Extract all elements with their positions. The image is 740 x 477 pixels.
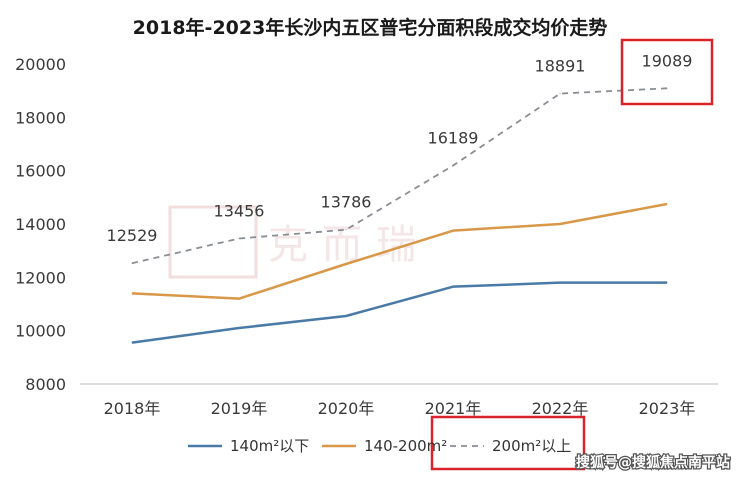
data-point: [345, 263, 347, 265]
y-tick-label: 16000: [15, 162, 66, 181]
data-point: [666, 203, 668, 205]
legend: 140m²以下 140-200m² 200m²以上: [188, 437, 571, 455]
legend-label: 200m²以上: [492, 437, 571, 455]
y-tick-label: 12000: [15, 268, 66, 287]
data-point: [238, 327, 240, 329]
data-point: [345, 315, 347, 317]
legend-label: 140m²以下: [230, 437, 309, 455]
data-label: 12529: [107, 226, 158, 245]
y-axis: 8000 10000 12000 14000 16000 18000 20000: [15, 55, 66, 394]
data-point: [131, 342, 133, 344]
data-point: [559, 93, 561, 95]
chart-title: 2018年-2023年长沙内五区普宅分面积段成交均价走势: [133, 16, 608, 39]
y-tick-label: 20000: [15, 55, 66, 74]
y-tick-label: 14000: [15, 215, 66, 234]
x-axis: 2018年 2019年 2020年 2021年 2022年 2023年: [104, 399, 696, 418]
highlight-box-legend: [430, 415, 586, 471]
watermark: 克而瑞: [168, 205, 416, 279]
data-point: [666, 87, 668, 89]
data-point: [131, 292, 133, 294]
data-point: [238, 298, 240, 300]
data-point: [452, 165, 454, 167]
data-point: [666, 282, 668, 284]
data-point: [452, 230, 454, 232]
data-point: [345, 229, 347, 231]
data-label: 13456: [214, 202, 265, 221]
legend-label: 140-200m²: [364, 437, 447, 455]
x-tick-label: 2022年: [532, 399, 589, 418]
y-tick-label: 8000: [25, 375, 66, 394]
footer-text: 搜狐号@搜狐焦点南平站: [576, 454, 730, 471]
series-layer: [131, 87, 668, 344]
x-tick-label: 2018年: [104, 399, 161, 418]
data-label: 19089: [642, 51, 693, 70]
series-line: [131, 202, 668, 300]
x-tick-label: 2021年: [425, 399, 482, 418]
footer-watermark: 搜狐号@搜狐焦点南平站: [575, 453, 732, 473]
data-point: [452, 286, 454, 288]
data-point: [131, 262, 133, 264]
x-tick-label: 2019年: [211, 399, 268, 418]
data-label: 16189: [428, 129, 479, 148]
data-point: [238, 238, 240, 240]
series-line: [131, 281, 667, 344]
data-labels: 12529 13456 13786 16189 18891 19089: [107, 51, 693, 245]
data-point: [559, 282, 561, 284]
x-tick-label: 2023年: [639, 399, 696, 418]
data-label: 18891: [535, 57, 586, 76]
y-tick-label: 10000: [15, 322, 66, 341]
series-line: [131, 87, 668, 265]
data-point: [559, 223, 561, 225]
data-label: 13786: [321, 193, 372, 212]
x-tick-label: 2020年: [318, 399, 375, 418]
y-tick-label: 18000: [15, 108, 66, 127]
highlight-box-last-value: [620, 38, 714, 106]
